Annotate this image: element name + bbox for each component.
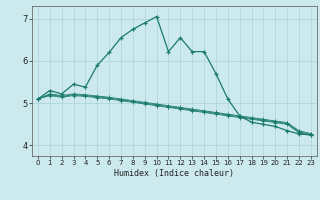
X-axis label: Humidex (Indice chaleur): Humidex (Indice chaleur) bbox=[115, 169, 234, 178]
